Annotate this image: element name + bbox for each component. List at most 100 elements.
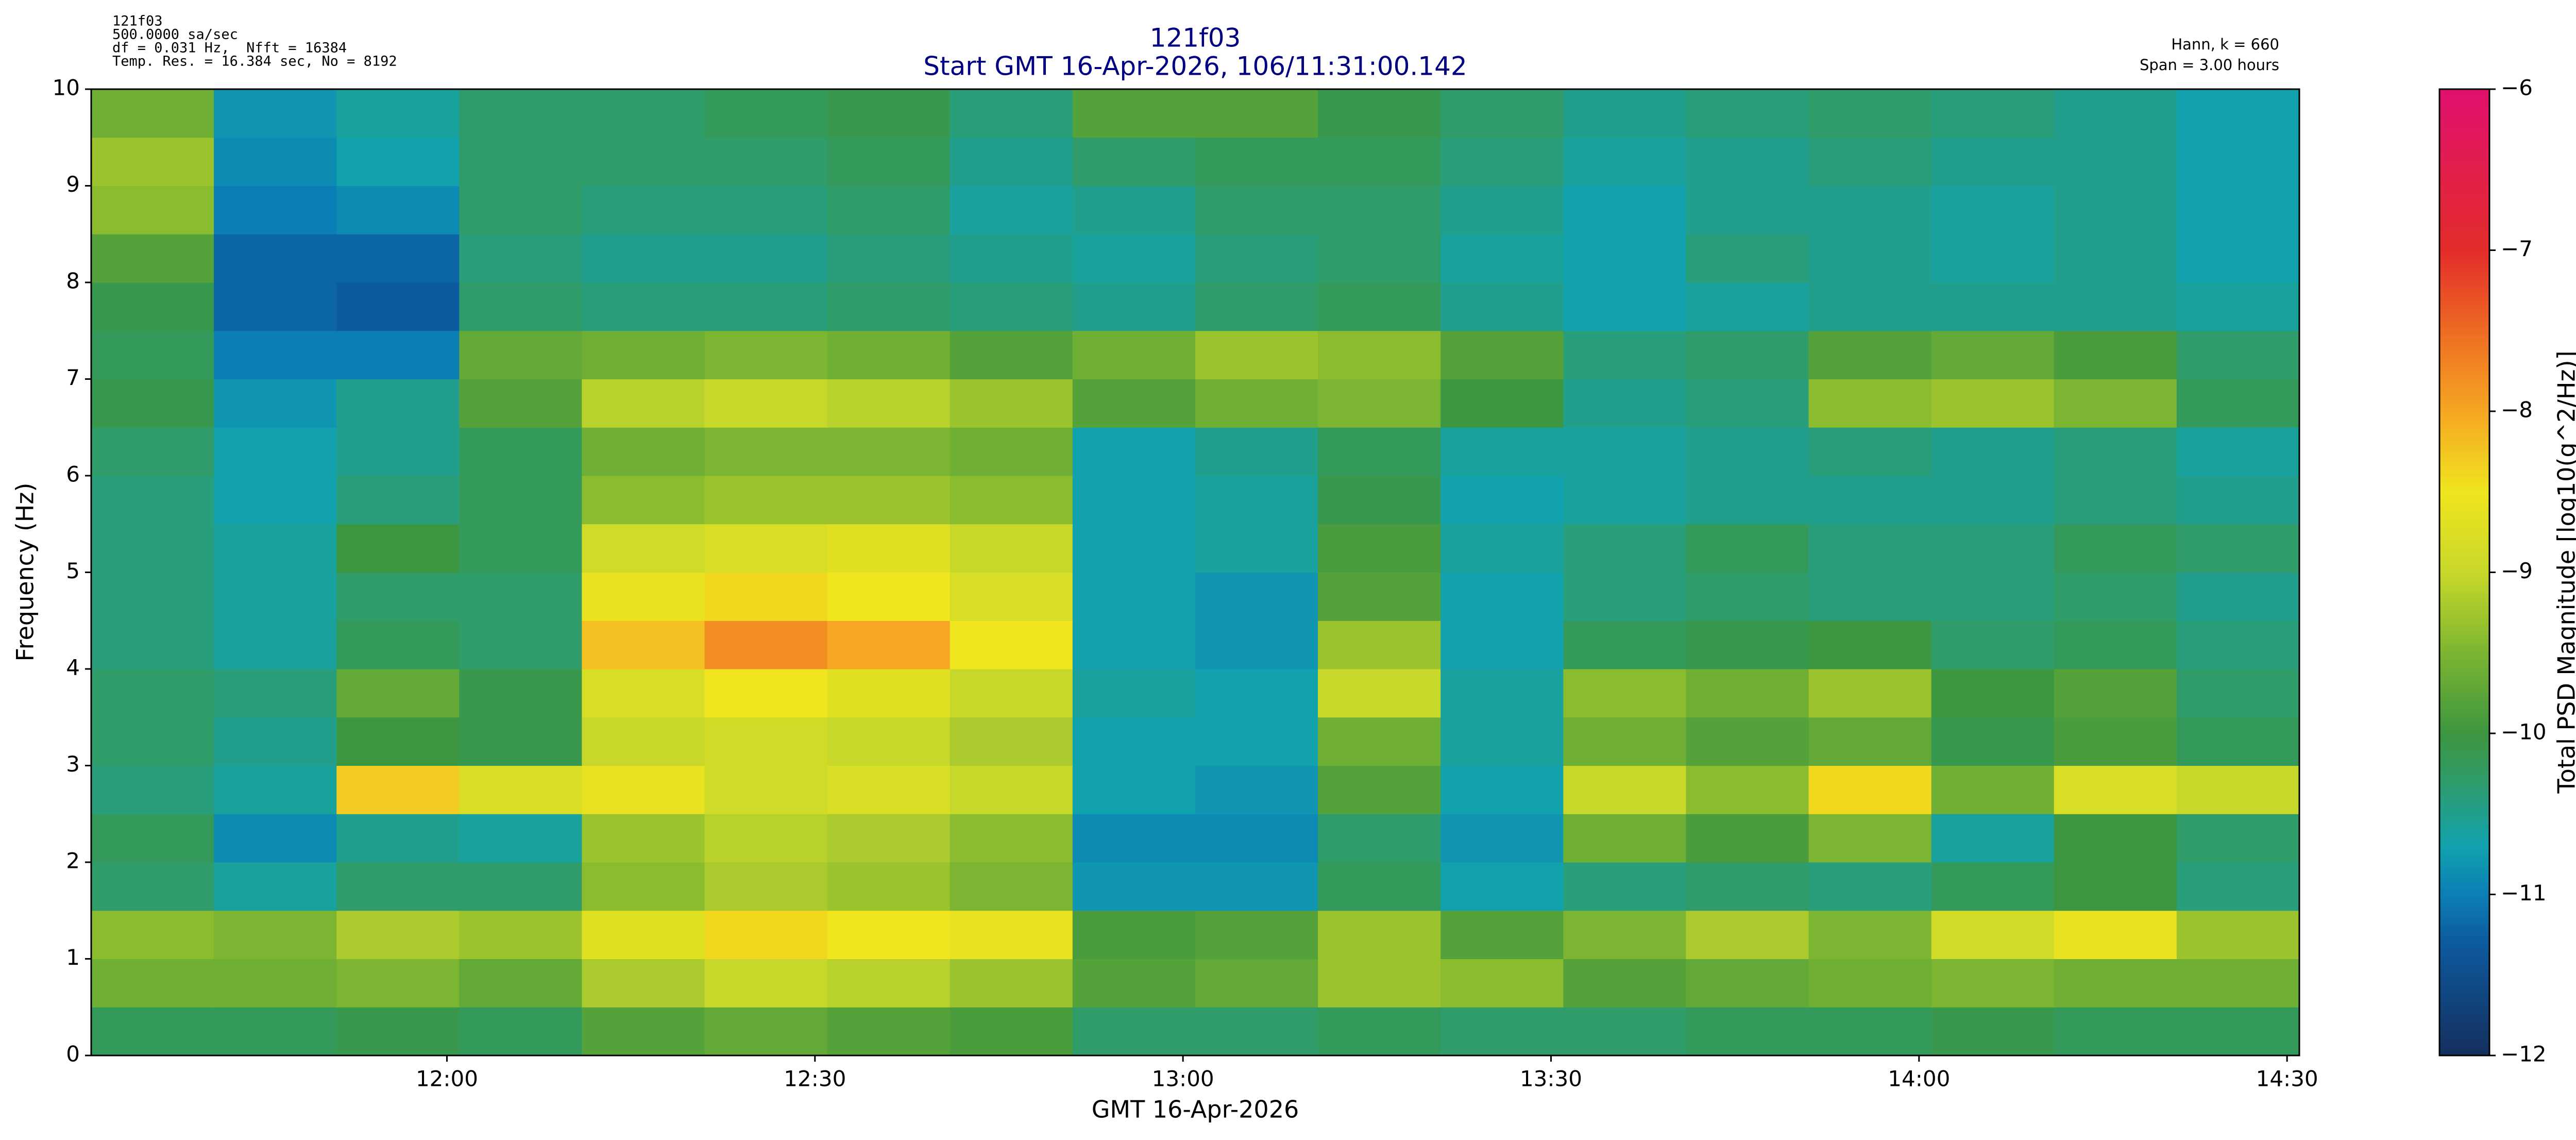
heatmap-cell xyxy=(1318,959,1441,1008)
heatmap-cell xyxy=(214,862,337,911)
heatmap-cell xyxy=(2054,621,2177,669)
heatmap-cell xyxy=(950,862,1073,911)
colorbar-tick-label: −10 xyxy=(2501,719,2547,745)
heatmap-cell xyxy=(704,862,828,911)
heatmap-cell xyxy=(459,572,582,621)
heatmap-cell xyxy=(1931,427,2055,476)
heatmap-cell xyxy=(2176,717,2300,766)
heatmap-cell xyxy=(1931,959,2055,1008)
heatmap-cell xyxy=(827,89,951,138)
heatmap-cell xyxy=(2176,476,2300,525)
heatmap-cell xyxy=(214,234,337,283)
heatmap-cell xyxy=(1686,621,1809,669)
heatmap-cell xyxy=(1931,282,2055,331)
heatmap-cell xyxy=(459,282,582,331)
heatmap-cell xyxy=(1808,862,1932,911)
heatmap-cell xyxy=(336,137,460,186)
heatmap-cell xyxy=(827,1007,951,1056)
heatmap-cell xyxy=(1808,669,1932,718)
heatmap-cell xyxy=(1686,572,1809,621)
heatmap-cell xyxy=(1808,427,1932,476)
x-tick-label: 13:00 xyxy=(1152,1066,1214,1092)
heatmap-cell xyxy=(459,379,582,428)
heatmap-cell xyxy=(459,427,582,476)
heatmap-cell xyxy=(582,427,705,476)
heatmap-cell xyxy=(1072,476,1196,525)
heatmap-cell xyxy=(1072,959,1196,1008)
heatmap-cell xyxy=(2176,379,2300,428)
heatmap-cell xyxy=(459,621,582,669)
heatmap-cell xyxy=(950,427,1073,476)
heatmap-cell xyxy=(1808,524,1932,573)
heatmap-cell xyxy=(950,621,1073,669)
heatmap-cell xyxy=(704,330,828,379)
y-axis-label: Frequency (Hz) xyxy=(11,483,39,662)
colorbar-tick-label: −12 xyxy=(2501,1042,2547,1067)
heatmap-cell xyxy=(827,717,951,766)
heatmap-cell xyxy=(1931,572,2055,621)
heatmap-cell xyxy=(214,524,337,573)
heatmap-cell xyxy=(214,186,337,234)
heatmap-cell xyxy=(950,476,1073,525)
heatmap-cell xyxy=(1686,959,1809,1008)
heatmap-cell xyxy=(459,89,582,138)
heatmap-cell xyxy=(1931,910,2055,959)
heatmap-cell xyxy=(91,765,214,814)
chart-title: 121f03 xyxy=(1150,23,1241,53)
colorbar-tick-label: −11 xyxy=(2501,880,2547,906)
heatmap-cell xyxy=(1931,669,2055,718)
header-note: 121f03 xyxy=(112,13,163,29)
heatmap-cell xyxy=(582,379,705,428)
heatmap-cell xyxy=(1686,137,1809,186)
heatmap-cell xyxy=(459,476,582,525)
heatmap-cell xyxy=(704,814,828,863)
heatmap-cell xyxy=(582,669,705,718)
heatmap-cell xyxy=(1563,621,1686,669)
heatmap-cell xyxy=(1440,427,1564,476)
heatmap-cell xyxy=(2176,621,2300,669)
heatmap-cell xyxy=(1318,1007,1441,1056)
heatmap-cell xyxy=(1931,476,2055,525)
y-tick-label: 3 xyxy=(66,751,80,777)
heatmap-cell xyxy=(1931,524,2055,573)
heatmap-cell xyxy=(827,959,951,1008)
heatmap-cell xyxy=(1686,717,1809,766)
heatmap-cell xyxy=(1318,765,1441,814)
heatmap-cell xyxy=(950,910,1073,959)
heatmap-cell xyxy=(2176,1007,2300,1056)
y-tick-label: 1 xyxy=(66,945,80,970)
heatmap-cell xyxy=(1808,765,1932,814)
heatmap-cell xyxy=(1195,621,1318,669)
heatmap-cell xyxy=(582,137,705,186)
heatmap-cell xyxy=(1318,476,1441,525)
heatmap-cell xyxy=(214,330,337,379)
heatmap-cell xyxy=(1686,862,1809,911)
heatmap-cell xyxy=(1072,89,1196,138)
heatmap-cell xyxy=(827,572,951,621)
colorbar-tick-label: −9 xyxy=(2501,558,2533,583)
heatmap-cell xyxy=(1072,137,1196,186)
heatmap-cell xyxy=(1072,427,1196,476)
y-tick-label: 10 xyxy=(53,75,80,100)
heatmap-cell xyxy=(704,89,828,138)
heatmap-cell xyxy=(950,89,1073,138)
heatmap-cell xyxy=(1931,137,2055,186)
heatmap-cell xyxy=(2054,765,2177,814)
heatmap-cell xyxy=(2176,427,2300,476)
heatmap-cell xyxy=(1686,765,1809,814)
heatmap-cell xyxy=(827,137,951,186)
heatmap-cell xyxy=(582,959,705,1008)
heatmap-cell xyxy=(1195,137,1318,186)
heatmap-cell xyxy=(582,330,705,379)
heatmap-cell xyxy=(1808,572,1932,621)
heatmap-cell xyxy=(704,572,828,621)
heatmap-cell xyxy=(1072,621,1196,669)
heatmap-cell xyxy=(1931,1007,2055,1056)
heatmap-cell xyxy=(1563,234,1686,283)
heatmap-cell xyxy=(2054,1007,2177,1056)
heatmap-cell xyxy=(582,572,705,621)
heatmap-cell xyxy=(2054,282,2177,331)
heatmap-cell xyxy=(459,669,582,718)
heatmap-cell xyxy=(1563,862,1686,911)
heatmap-cell xyxy=(2054,330,2177,379)
